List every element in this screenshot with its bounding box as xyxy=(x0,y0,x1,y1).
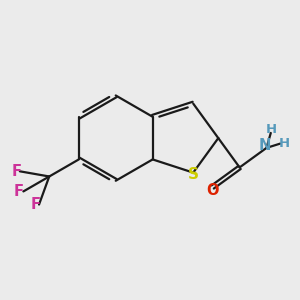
Text: H: H xyxy=(266,123,277,136)
Text: F: F xyxy=(11,164,21,179)
Text: N: N xyxy=(258,138,271,153)
Text: F: F xyxy=(14,184,24,199)
Text: O: O xyxy=(206,183,219,198)
Text: F: F xyxy=(31,197,40,212)
Text: S: S xyxy=(188,167,199,182)
Text: H: H xyxy=(279,137,290,150)
